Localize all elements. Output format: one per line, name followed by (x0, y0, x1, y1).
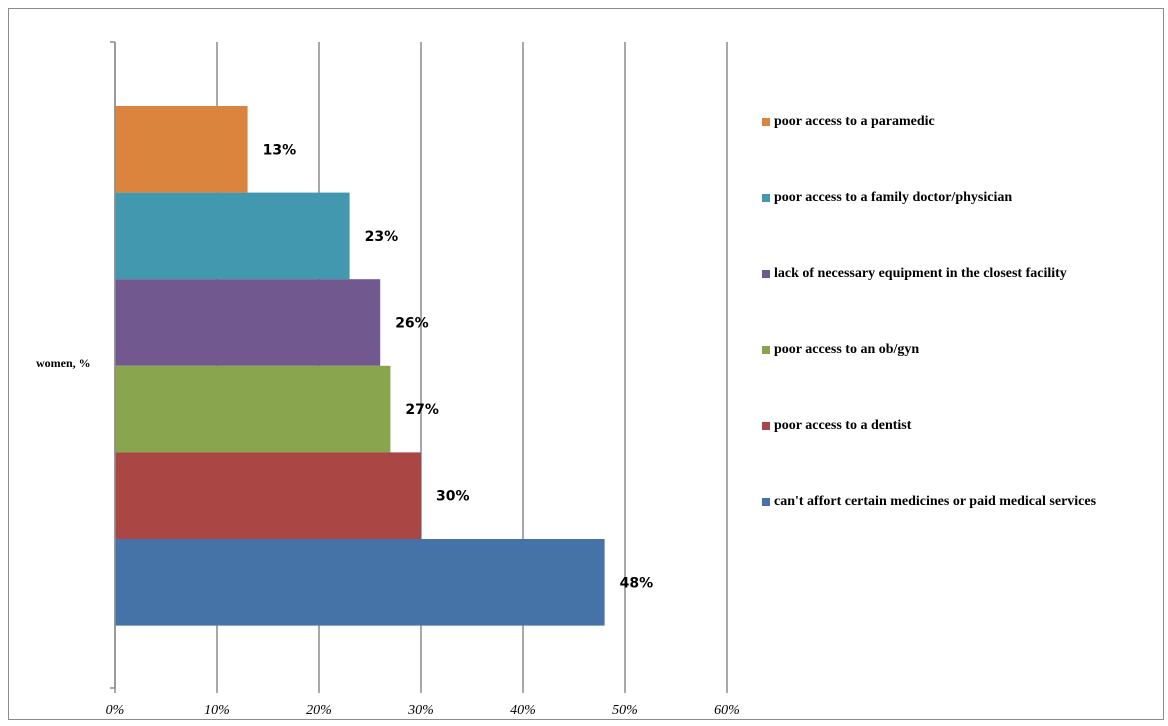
data-label: 23% (365, 229, 399, 245)
x-tick-label: 30% (407, 703, 434, 718)
bar (115, 365, 391, 453)
legend-label: poor access to a dentist (774, 418, 912, 433)
legend-item: can't affort certain medicines or paid m… (762, 492, 1162, 512)
legend-swatch (762, 498, 770, 506)
bar (115, 279, 381, 366)
legend-swatch (762, 422, 770, 430)
legend-item: poor access to an ob/gyn (762, 340, 1162, 360)
data-label: 30% (436, 489, 470, 505)
x-axis: 0% 10% 20% 30% 40% 50% 60% (106, 41, 740, 718)
data-label: 26% (395, 316, 429, 332)
data-label: 27% (405, 402, 439, 418)
legend-label: poor access to an ob/gyn (774, 342, 920, 357)
data-label: 13% (263, 142, 297, 158)
legend-label: lack of necessary equipment in the close… (774, 266, 1067, 281)
y-axis-label: women, % (36, 356, 91, 370)
bar (115, 192, 350, 280)
bars (115, 106, 605, 626)
legend-label: can't affort certain medicines or paid m… (774, 494, 1097, 509)
x-tick-label: 10% (204, 703, 230, 718)
legend-swatch (762, 194, 770, 202)
x-tick-label: 0% (106, 703, 125, 718)
legend-swatch (762, 346, 770, 354)
data-labels: 13% 23% 26% 27% 30% 48% (263, 142, 654, 591)
bar (115, 106, 248, 193)
legend-item: poor access to a paramedic (762, 112, 1162, 132)
x-tick-label: 20% (306, 703, 332, 718)
bar (115, 452, 421, 539)
legend-swatch (762, 270, 770, 278)
x-tick-label: 40% (510, 703, 536, 718)
bar (115, 539, 605, 626)
legend-label: poor access to a paramedic (774, 114, 935, 129)
x-tick-label: 50% (612, 703, 638, 718)
x-tick-label: 60% (714, 703, 740, 718)
legend-swatch (762, 118, 770, 126)
legend-item: lack of necessary equipment in the close… (762, 264, 1162, 284)
data-label: 48% (620, 575, 654, 591)
legend-item: poor access to a family doctor/physician (762, 188, 1162, 208)
legend-label: poor access to a family doctor/physician (774, 190, 1013, 205)
legend-item: poor access to a dentist (762, 416, 1162, 436)
